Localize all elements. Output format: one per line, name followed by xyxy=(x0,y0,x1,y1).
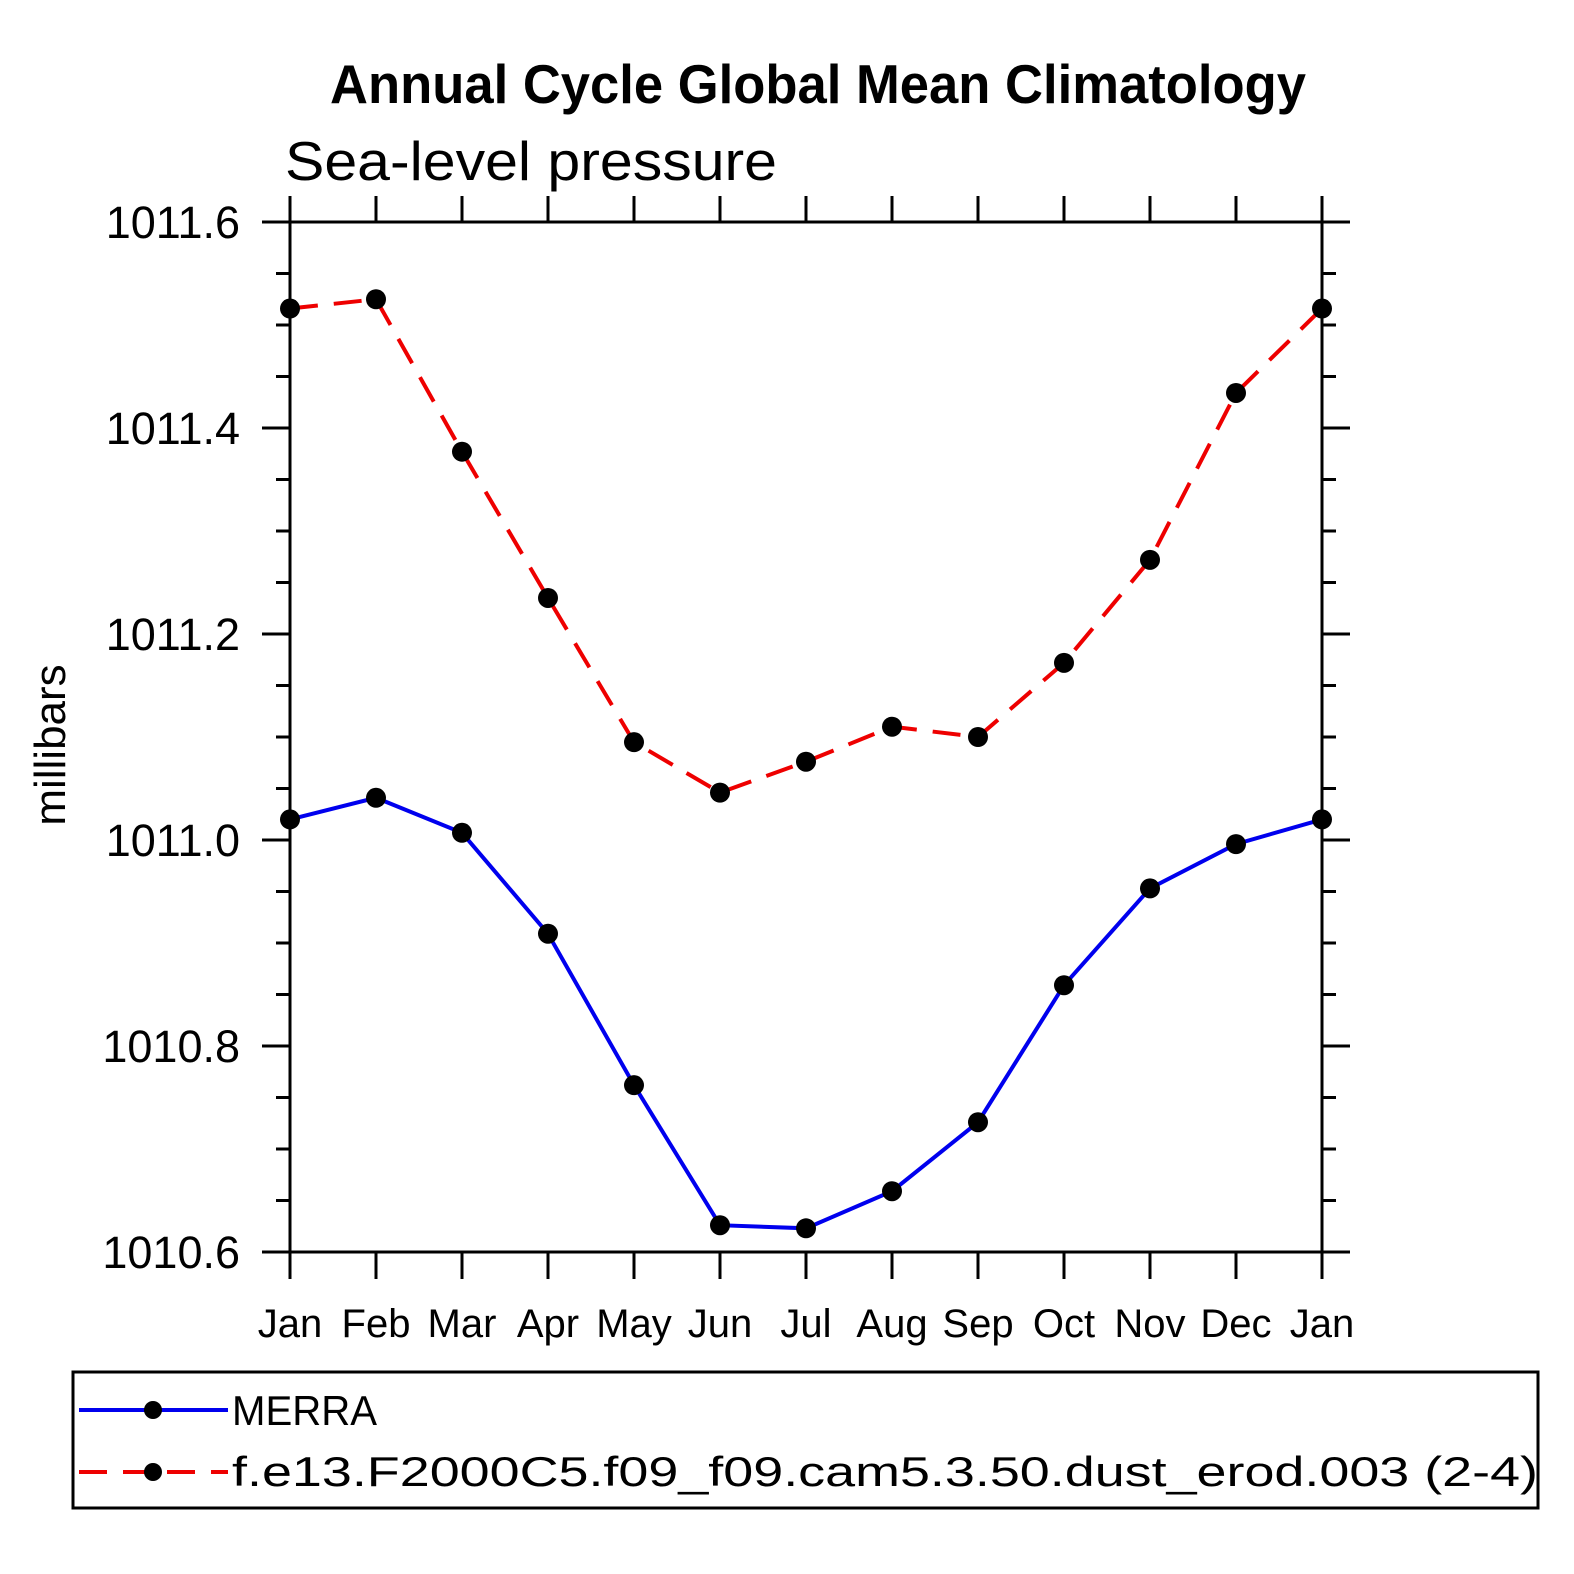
y-tick-label: 1011.0 xyxy=(106,815,240,866)
y-tick-label: 1011.4 xyxy=(106,403,240,454)
data-point-marker xyxy=(1054,975,1074,996)
data-point-marker xyxy=(882,1181,902,1202)
data-point-marker xyxy=(1226,382,1246,403)
data-point-marker xyxy=(366,787,386,808)
x-tick-label: Jan xyxy=(258,1302,323,1346)
plot-series xyxy=(280,289,1332,1239)
legend-entry-merra: MERRA xyxy=(79,1387,377,1434)
data-point-marker xyxy=(968,727,988,747)
y-tick-label: 1010.8 xyxy=(102,1021,240,1072)
data-point-marker xyxy=(882,716,902,737)
data-point-marker xyxy=(710,1215,730,1236)
data-point-marker xyxy=(452,822,472,843)
data-point-marker xyxy=(710,782,730,803)
y-tick-label: 1011.6 xyxy=(106,197,240,248)
legend-entry-model: f.e13.F2000C5.f09_f09.cam5.3.50.dust_ero… xyxy=(79,1448,1538,1495)
x-tick-label: Jan xyxy=(1290,1302,1355,1346)
x-tick-label: Jun xyxy=(688,1302,753,1346)
data-point-marker xyxy=(796,751,816,772)
x-tick-label: Feb xyxy=(342,1302,411,1346)
x-tick-label: Apr xyxy=(517,1302,579,1346)
x-tick-label: Aug xyxy=(856,1302,927,1346)
data-point-marker xyxy=(968,1112,988,1133)
x-tick-label: Dec xyxy=(1200,1302,1271,1346)
data-point-marker xyxy=(1140,878,1160,899)
data-point-marker xyxy=(538,923,558,944)
legend: MERRA f.e13.F2000C5.f09_f09.cam5.3.50.du… xyxy=(71,1370,1540,1510)
data-point-marker xyxy=(280,298,300,319)
chart-title: Annual Cycle Global Mean Climatology xyxy=(330,53,1306,115)
series-line-1 xyxy=(289,297,1324,795)
x-tick-label: Mar xyxy=(428,1302,497,1346)
data-point-marker xyxy=(624,732,644,753)
y-tick-label: 1010.6 xyxy=(102,1227,240,1278)
y-axis-label: millibars xyxy=(26,664,75,825)
data-point-marker xyxy=(796,1218,816,1239)
data-point-marker xyxy=(1226,834,1246,855)
legend-label-merra: MERRA xyxy=(232,1387,377,1434)
x-tick-label: May xyxy=(596,1302,672,1346)
data-point-marker xyxy=(280,809,300,830)
series-line-0 xyxy=(289,795,1323,1231)
data-point-marker xyxy=(538,587,558,608)
data-point-marker xyxy=(366,289,386,310)
x-tick-label: Oct xyxy=(1033,1302,1095,1346)
legend-box xyxy=(71,1370,1540,1510)
plot-axes: 1010.6 1010.8 1011.0 1011.2 1011.4 1011.6 Jan F… xyxy=(102,196,1354,1346)
x-tick-label: Nov xyxy=(1114,1302,1185,1346)
data-point-marker xyxy=(624,1075,644,1096)
x-tick-label: Jul xyxy=(780,1302,831,1346)
chart-subtitle: Sea-level pressure xyxy=(285,130,777,192)
legend-label-model: f.e13.F2000C5.f09_f09.cam5.3.50.dust_ero… xyxy=(232,1448,1538,1495)
data-point-marker xyxy=(452,441,472,462)
x-tick-label: Sep xyxy=(942,1302,1013,1346)
plot-frame xyxy=(288,220,1324,1254)
legend-marker-dot xyxy=(144,1463,162,1481)
data-point-marker xyxy=(1312,298,1332,319)
data-point-marker xyxy=(1312,809,1332,830)
data-point-marker xyxy=(1140,549,1160,570)
legend-marker-dot xyxy=(144,1401,162,1419)
y-tick-label: 1011.2 xyxy=(106,609,240,660)
data-point-marker xyxy=(1054,652,1074,673)
